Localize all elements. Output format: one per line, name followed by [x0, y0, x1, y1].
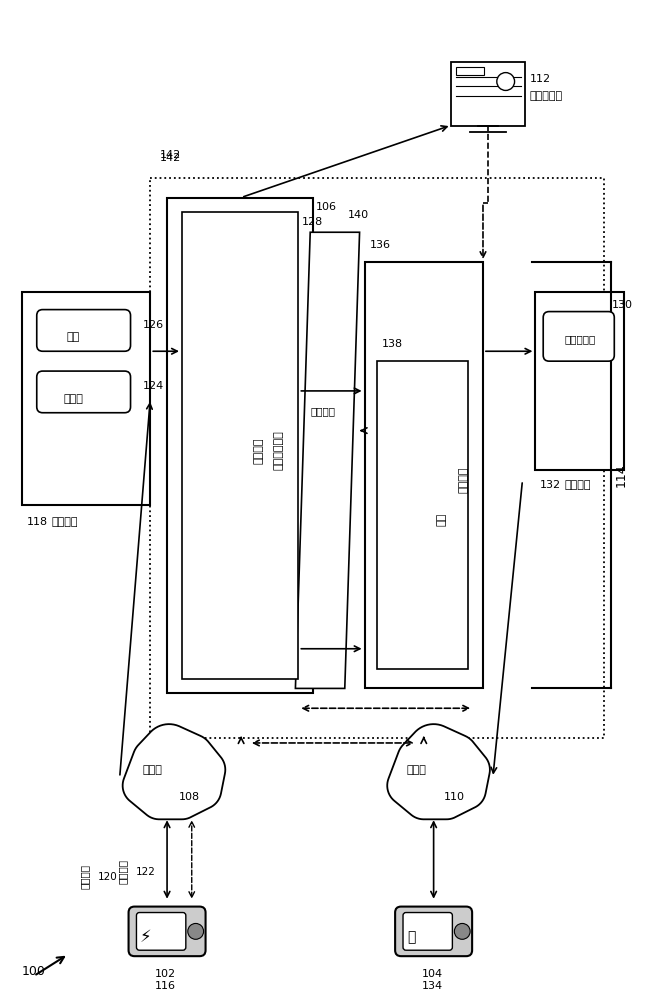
Text: 信令路径: 信令路径 [80, 864, 90, 889]
Text: 104: 104 [422, 969, 443, 979]
Text: 136: 136 [370, 240, 390, 250]
Text: 能力: 能力 [67, 332, 80, 342]
Bar [182, 212, 298, 678]
Text: 修改的能力: 修改的能力 [564, 334, 595, 344]
Text: 122: 122 [135, 867, 156, 877]
Circle shape [455, 923, 470, 939]
FancyBboxPatch shape [37, 371, 131, 413]
Polygon shape [387, 724, 490, 819]
Text: 142: 142 [160, 150, 181, 160]
Text: 锚定网络设备: 锚定网络设备 [273, 431, 284, 470]
Bar [22, 292, 150, 505]
FancyBboxPatch shape [37, 310, 131, 351]
Text: 120: 120 [98, 872, 118, 882]
Text: 114: 114 [615, 463, 628, 487]
Text: 142: 142 [160, 153, 181, 163]
Text: 132: 132 [540, 480, 561, 490]
Text: 116: 116 [155, 981, 176, 991]
Text: 106: 106 [316, 202, 337, 213]
Text: 转码: 转码 [436, 513, 447, 526]
Text: 目的地: 目的地 [63, 394, 83, 404]
Bar [456, 67, 484, 75]
FancyBboxPatch shape [395, 907, 472, 956]
Bar [451, 62, 525, 126]
Polygon shape [296, 232, 360, 688]
Text: 118: 118 [27, 517, 48, 527]
Text: 媒体路径: 媒体路径 [118, 859, 128, 884]
Bar [150, 178, 604, 738]
Text: 媒体服务器: 媒体服务器 [529, 91, 562, 101]
Text: 容量信息: 容量信息 [310, 406, 336, 416]
Text: 134: 134 [422, 981, 443, 991]
Text: 126: 126 [143, 320, 164, 330]
Text: 138: 138 [383, 339, 404, 349]
Text: ⚡: ⚡ [139, 928, 151, 946]
Bar [377, 361, 468, 669]
Text: 108: 108 [179, 792, 200, 802]
Text: 📞: 📞 [407, 930, 416, 944]
Bar [536, 292, 624, 470]
Text: 接入网: 接入网 [143, 765, 162, 775]
Text: 102: 102 [155, 969, 177, 979]
Text: 112: 112 [529, 74, 551, 84]
FancyBboxPatch shape [403, 913, 453, 950]
Bar [364, 262, 483, 688]
Text: 发起请求: 发起请求 [52, 517, 78, 527]
Text: 140: 140 [348, 210, 369, 220]
Text: 128: 128 [301, 217, 322, 227]
Text: 110: 110 [443, 792, 464, 802]
Text: 接入网: 接入网 [407, 765, 427, 775]
Text: 124: 124 [143, 381, 164, 391]
Bar [167, 198, 313, 693]
Polygon shape [123, 724, 226, 819]
Text: 负载处理: 负载处理 [254, 437, 264, 464]
Circle shape [497, 73, 515, 90]
Text: 130: 130 [612, 300, 633, 310]
FancyBboxPatch shape [137, 913, 186, 950]
Circle shape [188, 923, 203, 939]
Text: 网络网关: 网络网关 [458, 467, 468, 493]
Text: 100: 100 [22, 965, 46, 978]
FancyBboxPatch shape [543, 312, 614, 361]
Text: 发起请求: 发起请求 [565, 480, 591, 490]
FancyBboxPatch shape [129, 907, 205, 956]
